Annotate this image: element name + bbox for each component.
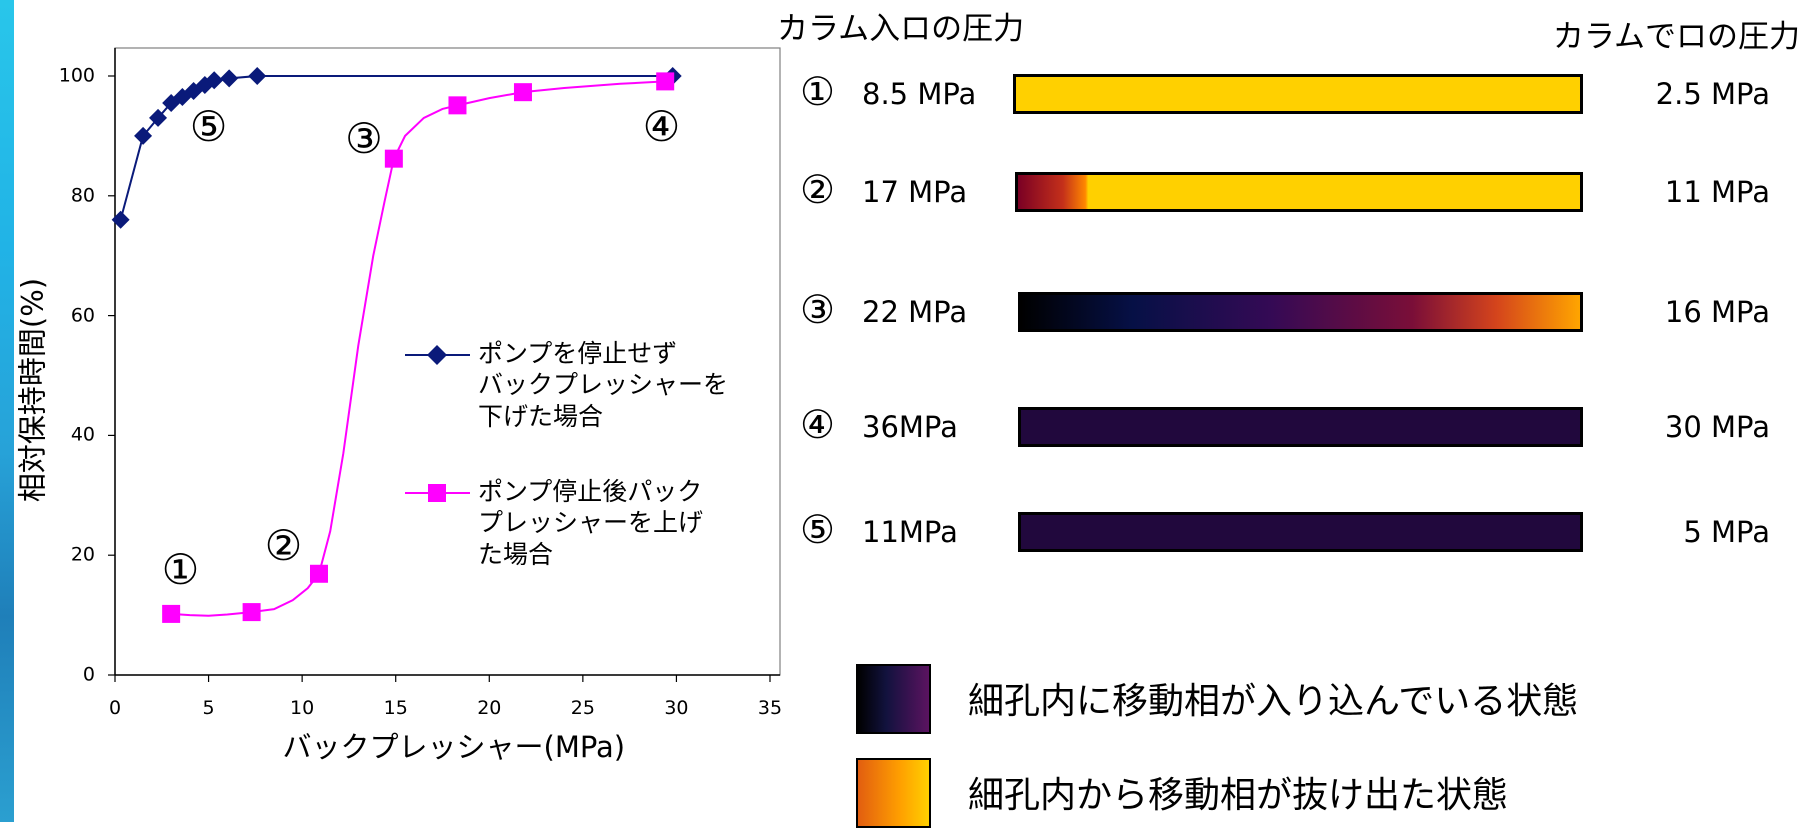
series-2-point bbox=[513, 83, 532, 102]
row-number: ② bbox=[800, 168, 835, 213]
outlet-pressure-header: カラムでロの圧力 bbox=[1552, 19, 1800, 55]
row-number: ① bbox=[800, 70, 835, 115]
series-2-point bbox=[242, 603, 261, 622]
series-1-point bbox=[134, 126, 153, 145]
chart-legend bbox=[405, 345, 470, 502]
legend-marker bbox=[428, 484, 446, 502]
point-annotation: ⑤ bbox=[189, 101, 228, 151]
x-tick-label: 30 bbox=[664, 697, 689, 719]
x-tick-label: 20 bbox=[477, 697, 502, 719]
y-tick-label: 100 bbox=[58, 64, 95, 87]
column-bar bbox=[1018, 512, 1583, 552]
legend-label: ポンプを停止せず バックプレッシャーを 下げた場合 bbox=[478, 339, 729, 431]
series-1-point bbox=[248, 67, 267, 85]
column-bar bbox=[1018, 407, 1583, 447]
series-1-point bbox=[220, 69, 239, 88]
series-1-point bbox=[205, 71, 224, 90]
outlet-pressure: 5 MPa bbox=[1683, 515, 1770, 549]
series-2-point bbox=[162, 604, 181, 623]
y-tick-label: 0 bbox=[82, 663, 95, 686]
axes bbox=[108, 47, 781, 682]
inlet-pressure: 22 MPa bbox=[862, 295, 968, 329]
inlet-pressure: 17 MPa bbox=[862, 175, 968, 209]
inlet-pressure: 36MPa bbox=[862, 410, 958, 444]
row-number: ④ bbox=[800, 403, 835, 448]
legend-marker bbox=[427, 345, 447, 365]
x-axis-label: バックプレッシャー(MPa) bbox=[282, 730, 626, 764]
legend-label: ポンプ停止後パック プレッシャーを上げ た場合 bbox=[478, 477, 704, 569]
x-tick-label: 25 bbox=[570, 697, 595, 719]
y-tick-label: 80 bbox=[70, 184, 95, 207]
inlet-pressure-header: カラム入ロの圧力 bbox=[777, 11, 1025, 47]
row-number: ③ bbox=[800, 288, 835, 333]
state-swatch bbox=[856, 664, 931, 734]
point-annotation: ② bbox=[264, 521, 303, 571]
state-label: 細孔内に移動相が入り込んでいる状態 bbox=[968, 681, 1579, 722]
x-tick-label: 10 bbox=[290, 697, 315, 719]
state-swatch bbox=[856, 758, 931, 828]
y-tick-label: 60 bbox=[70, 304, 95, 327]
column-bar bbox=[1018, 292, 1583, 332]
row-number: ⑤ bbox=[800, 508, 835, 553]
retention-chart bbox=[108, 47, 781, 682]
x-tick-label: 0 bbox=[108, 697, 122, 719]
point-annotation: ④ bbox=[642, 101, 681, 151]
state-label: 細孔内から移動相が抜け出た状態 bbox=[968, 775, 1509, 816]
outlet-pressure: 30 MPa bbox=[1664, 410, 1770, 444]
inlet-pressure: 8.5 MPa bbox=[862, 77, 977, 111]
x-tick-label: 15 bbox=[383, 697, 408, 719]
y-axis-label: 相対保持時間(%) bbox=[15, 277, 50, 503]
series-2-point bbox=[384, 149, 403, 168]
outlet-pressure: 2.5 MPa bbox=[1655, 77, 1770, 111]
y-tick-label: 40 bbox=[70, 423, 95, 446]
left-edge-decoration bbox=[0, 0, 14, 822]
series-2-point bbox=[656, 72, 675, 91]
x-tick-label: 5 bbox=[202, 697, 215, 719]
point-annotation: ① bbox=[161, 545, 200, 595]
series-1-point bbox=[111, 210, 130, 229]
outlet-pressure: 16 MPa bbox=[1664, 295, 1770, 329]
x-tick-label: 35 bbox=[757, 697, 783, 719]
series-1-point bbox=[149, 108, 168, 127]
outlet-pressure: 11 MPa bbox=[1664, 175, 1770, 209]
inlet-pressure: 11MPa bbox=[862, 515, 958, 549]
y-tick-label: 20 bbox=[70, 543, 95, 566]
series-2-point bbox=[309, 564, 328, 583]
series-2-point bbox=[448, 96, 467, 115]
series bbox=[111, 67, 682, 623]
column-bar bbox=[1013, 74, 1583, 114]
column-bar bbox=[1015, 172, 1583, 212]
point-annotation: ③ bbox=[345, 113, 383, 163]
